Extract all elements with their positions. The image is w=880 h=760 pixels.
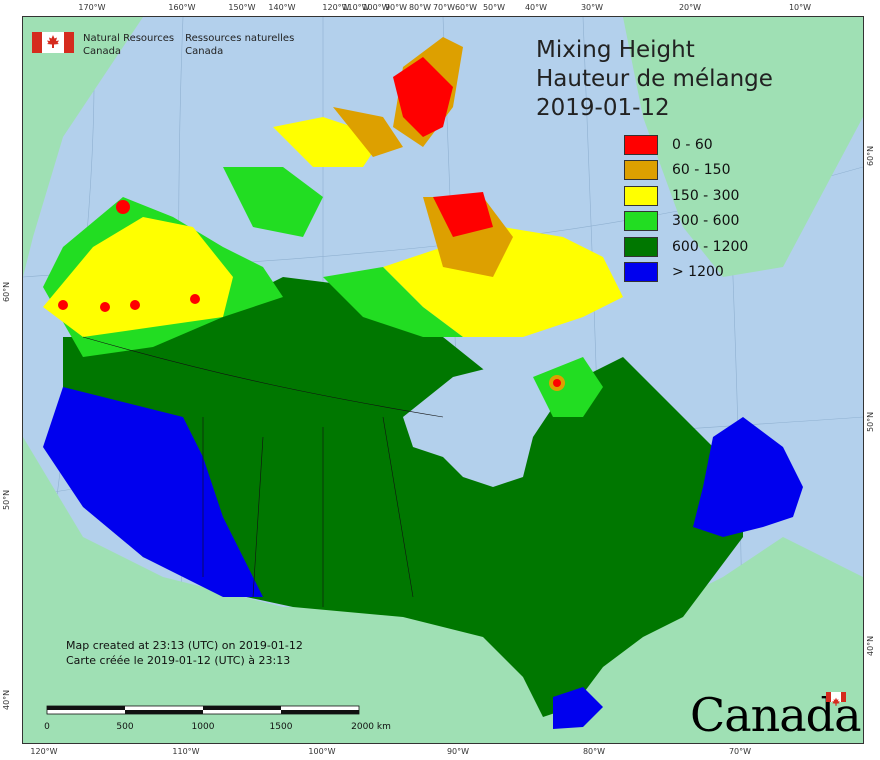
hotspot-0-60-core [553, 379, 561, 387]
tick-label: 120°W [322, 3, 350, 12]
legend-swatch [624, 185, 658, 206]
tick-label: 110°W [172, 747, 200, 756]
tick-label: 50°W [482, 3, 506, 12]
legend-swatch [624, 262, 658, 283]
tick-label: 80°W [582, 747, 606, 756]
scale-label: 0 [44, 722, 50, 732]
hotspot-nw-3 [130, 300, 140, 310]
canada-flag-icon [32, 32, 74, 53]
scale-label: 2000 km [351, 722, 391, 732]
tick-label: 60°W [454, 3, 478, 12]
legend: 0 - 60 60 - 150 150 - 300 300 - 600 600 - 12… [624, 132, 748, 285]
scale-bar: 0 500 1000 1500 2000 km [44, 704, 391, 732]
credits-fr: Carte créée le 2019-01-12 (UTC) à 23:13 [66, 654, 291, 667]
scale-label: 1000 [191, 722, 215, 732]
tick-label: 120°W [30, 747, 58, 756]
region-150-300-nw [43, 217, 233, 337]
title-en: Mixing Height [536, 37, 695, 63]
tick-label: 60°N [866, 145, 875, 166]
agency-name-fr: Ressources naturelles Canada [185, 32, 294, 58]
agency-en-line2: Canada [83, 46, 122, 57]
legend-item: > 1200 [624, 260, 748, 286]
region-0-60-islands [433, 192, 493, 237]
tick-label: 160°W [168, 3, 196, 12]
tick-label: 10°W [788, 3, 812, 12]
tick-label: 70°W [728, 747, 752, 756]
legend-item: 300 - 600 [624, 209, 748, 235]
tick-label: 100°W [308, 747, 336, 756]
legend-item: 600 - 1200 [624, 234, 748, 260]
hotspot-nw-2 [100, 302, 110, 312]
legend-swatch [624, 211, 658, 232]
region-300-600-ungava [533, 357, 603, 417]
legend-label: 600 - 1200 [672, 238, 749, 255]
hotspot-nw-1 [58, 300, 68, 310]
region-gt-1200-ontario [553, 687, 603, 729]
legend-label: 0 - 60 [672, 136, 713, 153]
map-title: Mixing Height Hauteur de mélange 2019-01… [536, 36, 773, 123]
tick-label: 90°W [384, 3, 408, 12]
agency-fr-line1: Ressources naturelles [185, 33, 295, 44]
tick-label: 30°W [580, 3, 604, 12]
agency-fr-line2: Canada [185, 46, 224, 57]
map-frame[interactable] [22, 16, 864, 744]
canada-land [43, 37, 803, 729]
tick-label: 100°W [362, 3, 390, 12]
credits-en: Map created at 23:13 (UTC) on 2019-01-12 [66, 639, 303, 652]
tick-label: 70°W [432, 3, 456, 12]
maple-leaf-icon [47, 35, 59, 48]
hotspot-nw-4 [190, 294, 200, 304]
region-300-600-islands [223, 167, 323, 237]
region-gt-1200-east [693, 417, 803, 537]
tick-label: 50°N [866, 411, 875, 432]
legend-item: 60 - 150 [624, 158, 748, 184]
agency-en-line1: Natural Resources [83, 33, 175, 44]
region-300-600-n [323, 267, 463, 337]
legend-label: > 1200 [672, 264, 724, 281]
legend-item: 0 - 60 [624, 132, 748, 158]
tick-label: 20°W [678, 3, 702, 12]
outside-land [23, 17, 863, 743]
agency-name-en: Natural Resources Canada [83, 32, 174, 58]
scale-label: 500 [116, 722, 134, 732]
legend-item: 150 - 300 [624, 183, 748, 209]
tick-label: 40°W [524, 3, 548, 12]
legend-swatch [624, 236, 658, 257]
wordmark-flag-icon [826, 692, 846, 706]
tick-label: 90°W [446, 747, 470, 756]
tick-label: 60°N [2, 281, 11, 302]
region-60-150-islands-2 [333, 107, 403, 157]
region-gt-1200-west [43, 387, 263, 597]
title-date: 2019-01-12 [536, 95, 670, 121]
legend-label: 60 - 150 [672, 162, 731, 179]
title-fr: Hauteur de mélange [536, 66, 773, 92]
province-boundaries [82, 336, 444, 607]
region-0-60-arctic [393, 57, 453, 137]
legend-label: 300 - 600 [672, 213, 740, 230]
tick-label: 40°N [866, 635, 875, 656]
tick-label: 40°N [2, 689, 11, 710]
tick-label: 110°W [342, 3, 370, 12]
hotspot-nw-5 [116, 200, 130, 214]
legend-label: 150 - 300 [672, 187, 740, 204]
legend-swatch [624, 160, 658, 181]
map-credits: Map created at 23:13 (UTC) on 2019-01-12… [66, 638, 303, 668]
map-canvas[interactable] [23, 17, 863, 743]
scale-label: 1500 [269, 722, 293, 732]
hudson-bay [403, 367, 553, 487]
tick-label: 170°W [78, 3, 106, 12]
maple-leaf-icon [832, 697, 840, 706]
tick-label: 80°W [408, 3, 432, 12]
legend-swatch [624, 134, 658, 155]
tick-label: 150°W [228, 3, 256, 12]
tick-label: 140°W [268, 3, 296, 12]
agency-signature: Natural Resources Canada Ressources natu… [32, 32, 294, 58]
scale-bar-graphic [46, 705, 360, 715]
tick-label: 50°N [2, 489, 11, 510]
